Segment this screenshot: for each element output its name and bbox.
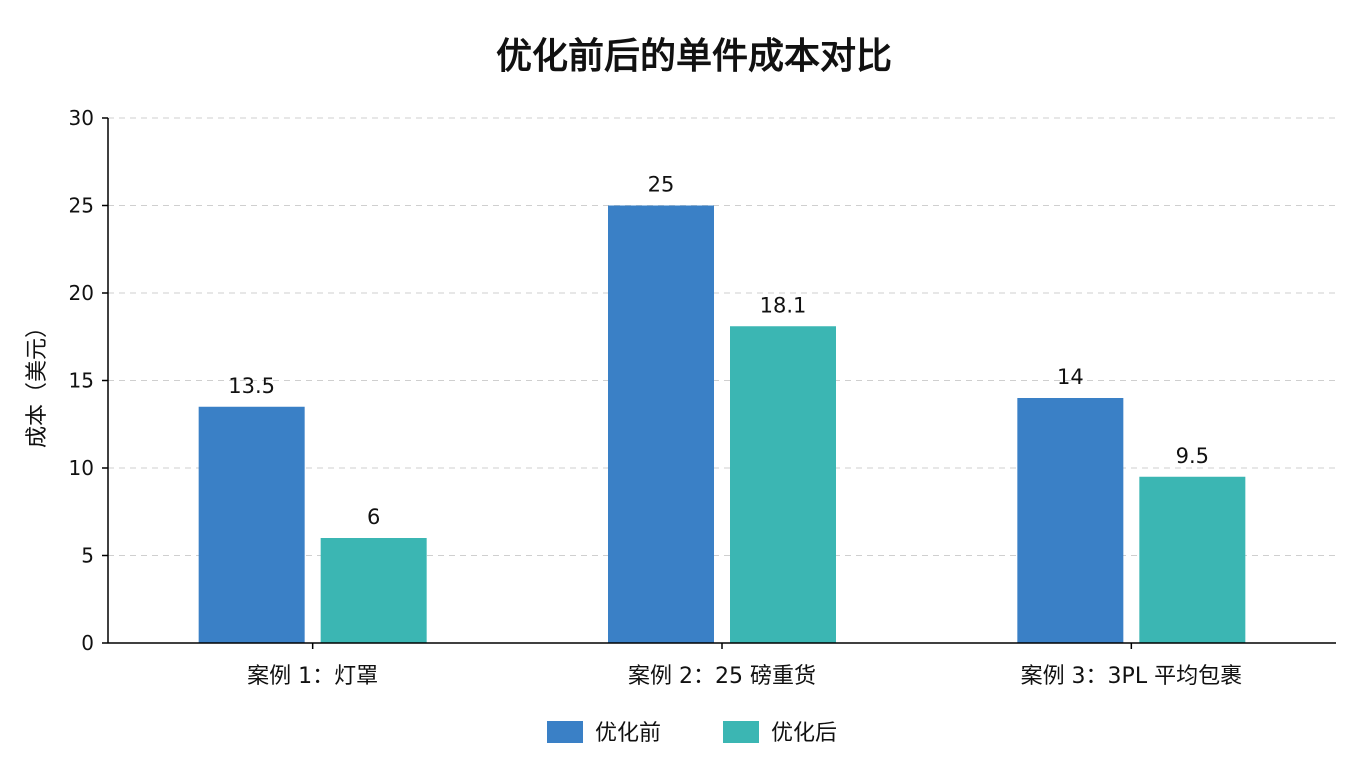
legend-label: 优化后 [771, 721, 837, 746]
data-label: 9.5 [1176, 444, 1209, 468]
x-axis-categories: 案例 1：灯罩 案例 2：25 磅重货 案例 3：3PL 平均包裹 [247, 643, 1242, 689]
y-tick-label: 30 [69, 106, 94, 130]
bar [1017, 398, 1124, 643]
legend-swatch [723, 721, 759, 743]
bar [198, 406, 305, 643]
data-label: 13.5 [228, 374, 275, 398]
y-tick-label: 10 [69, 456, 94, 480]
data-label: 25 [648, 173, 675, 197]
data-label: 18.1 [760, 293, 807, 317]
x-tick-label: 案例 1：灯罩 [247, 664, 378, 689]
x-tick-label: 案例 3：3PL 平均包裹 [1021, 664, 1243, 689]
data-label: 14 [1057, 365, 1084, 389]
y-tick-label: 15 [69, 369, 94, 393]
bar [730, 326, 836, 643]
y-tick-label: 20 [69, 281, 94, 305]
legend: 优化前 优化后 [547, 721, 837, 746]
chart-title: 优化前后的单件成本对比 [496, 36, 892, 77]
gridlines [108, 117, 1336, 556]
legend-swatch [547, 721, 583, 743]
y-axis-ticks: 0 5 10 15 20 25 30 [69, 106, 108, 655]
data-labels: 13.5 6 25 18.1 14 9.5 [228, 173, 1209, 530]
y-axis-title: 成本（美元） [25, 316, 50, 448]
y-tick-label: 0 [81, 631, 94, 655]
y-tick-label: 5 [81, 544, 94, 568]
y-tick-label: 25 [69, 194, 94, 218]
legend-label: 优化前 [595, 721, 661, 746]
data-label: 6 [367, 505, 380, 529]
bar [608, 205, 714, 643]
bars [198, 205, 1246, 643]
bar [320, 538, 427, 643]
bar [1139, 476, 1246, 643]
x-tick-label: 案例 2：25 磅重货 [628, 664, 816, 689]
